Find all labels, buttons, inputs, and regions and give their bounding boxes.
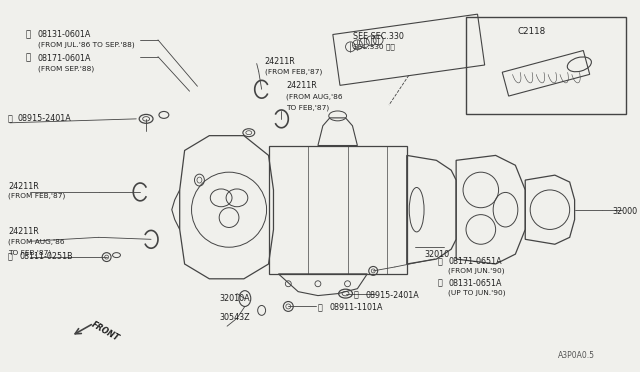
Text: Ⓝ: Ⓝ xyxy=(353,291,358,300)
Text: 08171-0601A: 08171-0601A xyxy=(38,54,91,63)
Text: Ⓑ: Ⓑ xyxy=(26,30,31,39)
Text: Ⓑ: Ⓑ xyxy=(8,252,13,261)
Text: (FROM FEB,'87): (FROM FEB,'87) xyxy=(8,193,65,199)
Text: Ⓦ: Ⓦ xyxy=(8,114,13,124)
Text: 24211R: 24211R xyxy=(8,227,38,237)
Text: 08911-1101A: 08911-1101A xyxy=(330,304,383,312)
Text: (UP TO JUN.'90): (UP TO JUN.'90) xyxy=(448,290,506,296)
Text: TO FEB,'87): TO FEB,'87) xyxy=(8,249,51,256)
Text: 08131-0651A: 08131-0651A xyxy=(448,279,502,288)
Text: (FROM SEP.'88): (FROM SEP.'88) xyxy=(38,65,94,72)
Text: 24211R: 24211R xyxy=(8,182,38,191)
Text: C2118: C2118 xyxy=(517,27,545,36)
Text: 30543Z: 30543Z xyxy=(219,313,250,323)
Text: 08131-0601A: 08131-0601A xyxy=(38,30,91,39)
Text: 24211R: 24211R xyxy=(286,81,317,90)
Text: 32010A: 32010A xyxy=(219,294,250,302)
Text: 08111-0251B: 08111-0251B xyxy=(20,252,74,261)
Text: (FROM AUG,'86: (FROM AUG,'86 xyxy=(8,238,65,245)
Text: 08915-2401A: 08915-2401A xyxy=(18,114,72,124)
Text: 24211R: 24211R xyxy=(264,57,295,66)
Text: FRONT: FRONT xyxy=(90,320,122,343)
Text: Ⓑ: Ⓑ xyxy=(26,54,31,63)
Text: Ⓑ: Ⓑ xyxy=(437,257,442,266)
Text: (FROM JUL.'86 TO SEP.'88): (FROM JUL.'86 TO SEP.'88) xyxy=(38,42,134,48)
Text: 32000: 32000 xyxy=(612,207,637,216)
Text: TO FEB,'87): TO FEB,'87) xyxy=(286,104,330,110)
Text: (FROM FEB,'87): (FROM FEB,'87) xyxy=(264,68,322,75)
Text: 08915-2401A: 08915-2401A xyxy=(365,291,419,300)
Text: Ⓑ: Ⓑ xyxy=(437,279,442,288)
Text: (FROM AUG,'86: (FROM AUG,'86 xyxy=(286,93,343,100)
Text: (FROM JUN.'90): (FROM JUN.'90) xyxy=(448,268,505,275)
Text: 08171-0651A: 08171-0651A xyxy=(448,257,502,266)
Text: A3P0A0.5: A3P0A0.5 xyxy=(558,351,595,360)
Text: SEE SEC.330: SEE SEC.330 xyxy=(353,32,404,41)
Text: SEC.330 参照: SEC.330 参照 xyxy=(353,44,396,51)
Text: Ⓝ: Ⓝ xyxy=(318,304,323,312)
Text: 32010: 32010 xyxy=(424,250,450,259)
